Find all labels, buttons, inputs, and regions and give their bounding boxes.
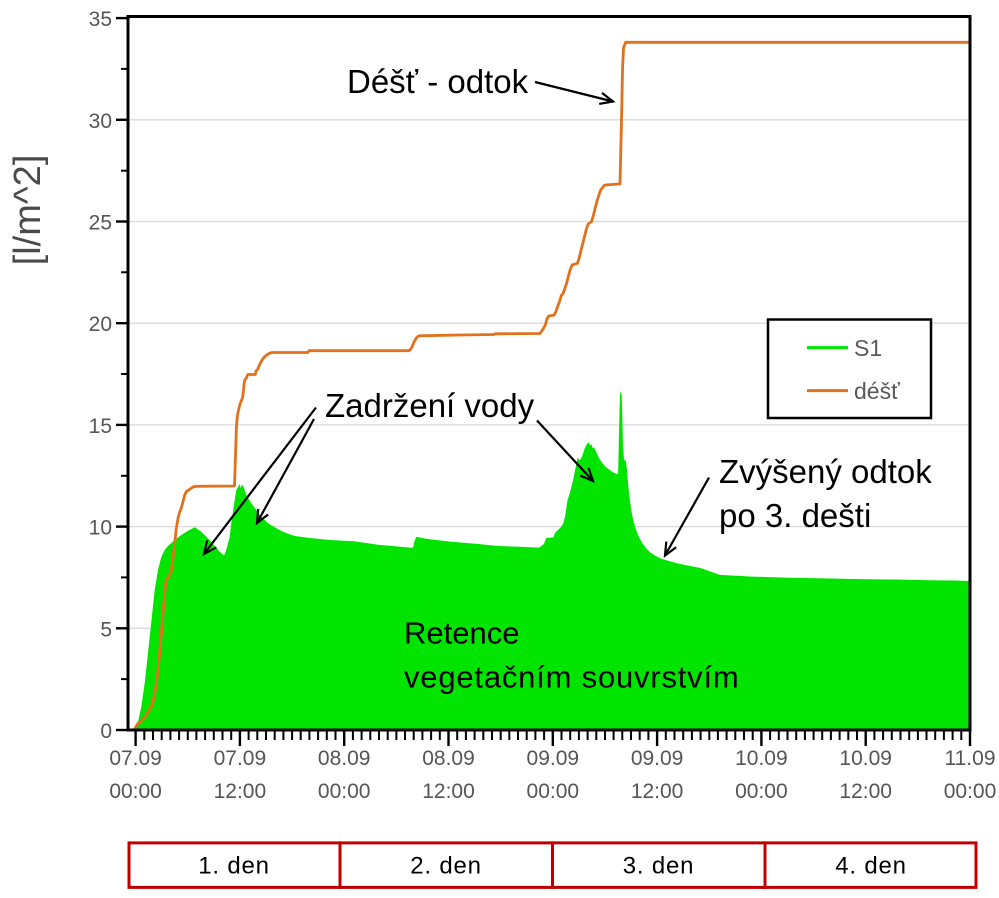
svg-text:S1: S1 [854,335,882,361]
svg-text:10: 10 [89,517,112,540]
svg-text:12:00: 12:00 [839,780,892,803]
svg-text:Retence: Retence [404,616,519,651]
svg-text:07.09: 07.09 [214,747,267,770]
svg-text:Déšť - odtok: Déšť - odtok [347,63,529,100]
svg-text:10.09: 10.09 [839,747,892,770]
svg-text:5: 5 [100,618,112,641]
svg-text:4. den: 4. den [835,853,907,880]
svg-text:11.09: 11.09 [945,747,996,770]
svg-text:35: 35 [89,8,112,31]
svg-text:po 3. dešti: po 3. dešti [719,497,871,534]
svg-text:00:00: 00:00 [109,780,162,803]
svg-text:2. den: 2. den [410,853,482,880]
svg-text:30: 30 [89,110,112,133]
svg-text:25: 25 [89,212,112,235]
svg-text:vegetačním souvrstvím: vegetačním souvrstvím [404,660,740,695]
svg-text:15: 15 [89,415,112,438]
svg-text:00:00: 00:00 [735,780,788,803]
svg-text:09.09: 09.09 [631,747,684,770]
svg-text:08.09: 08.09 [422,747,475,770]
svg-text:00:00: 00:00 [944,780,997,803]
svg-text:[l/m^2]: [l/m^2] [7,155,49,266]
svg-text:1. den: 1. den [198,853,270,880]
svg-text:0: 0 [100,720,112,743]
svg-text:00:00: 00:00 [318,780,371,803]
svg-text:Zadržení vody: Zadržení vody [325,387,535,424]
svg-text:07.09: 07.09 [109,747,162,770]
svg-text:3. den: 3. den [623,853,695,880]
svg-text:00:00: 00:00 [527,780,580,803]
svg-text:déšť: déšť [854,378,900,404]
svg-text:Zvýšený odtok: Zvýšený odtok [719,453,932,490]
svg-text:09.09: 09.09 [527,747,580,770]
svg-text:12:00: 12:00 [422,780,475,803]
svg-text:20: 20 [89,313,112,336]
svg-text:10.09: 10.09 [735,747,788,770]
svg-text:12:00: 12:00 [214,780,267,803]
svg-text:08.09: 08.09 [318,747,371,770]
svg-text:12:00: 12:00 [631,780,684,803]
